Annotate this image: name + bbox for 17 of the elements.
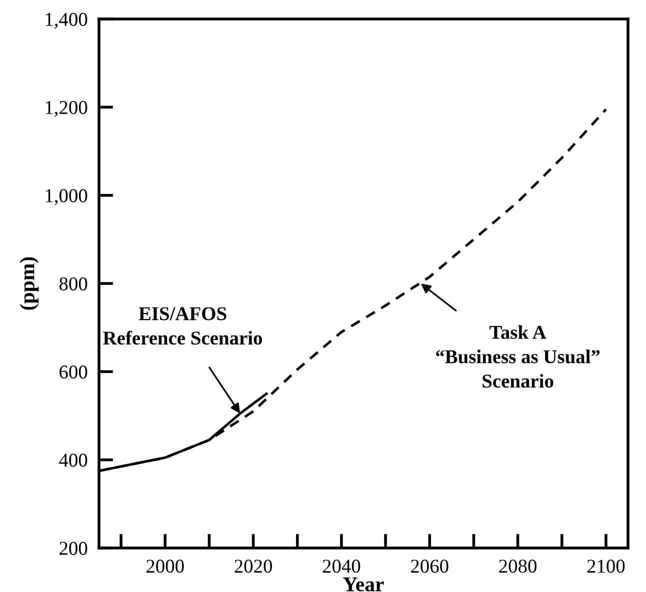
y-tick-label: 400 [59, 454, 88, 467]
y-tick-label: 1,000 [46, 189, 88, 206]
annotation: EIS/AFOS Reference Scenario [103, 307, 262, 345]
x-tick-label: 2040 [322, 560, 360, 573]
x-axis-title: Year [343, 578, 384, 592]
y-tick-label: 600 [60, 365, 88, 379]
y-tick-label: 1,200 [46, 100, 88, 117]
y-tick-label: 800 [59, 277, 88, 290]
x-tick-label: 2020 [234, 560, 272, 573]
x-tick-label: 2100 [587, 560, 625, 573]
x-tick-label: 2060 [411, 560, 448, 573]
y-tick-label: 1,400 [46, 12, 88, 29]
x-tick-label: 2080 [499, 560, 536, 573]
y-tick-label: 200 [60, 542, 88, 555]
x-tick-label: 2000 [146, 560, 184, 573]
y-axis-title: (ppm) [20, 257, 39, 310]
annotation: Task A “Business as Usual” Scenario [436, 325, 600, 388]
